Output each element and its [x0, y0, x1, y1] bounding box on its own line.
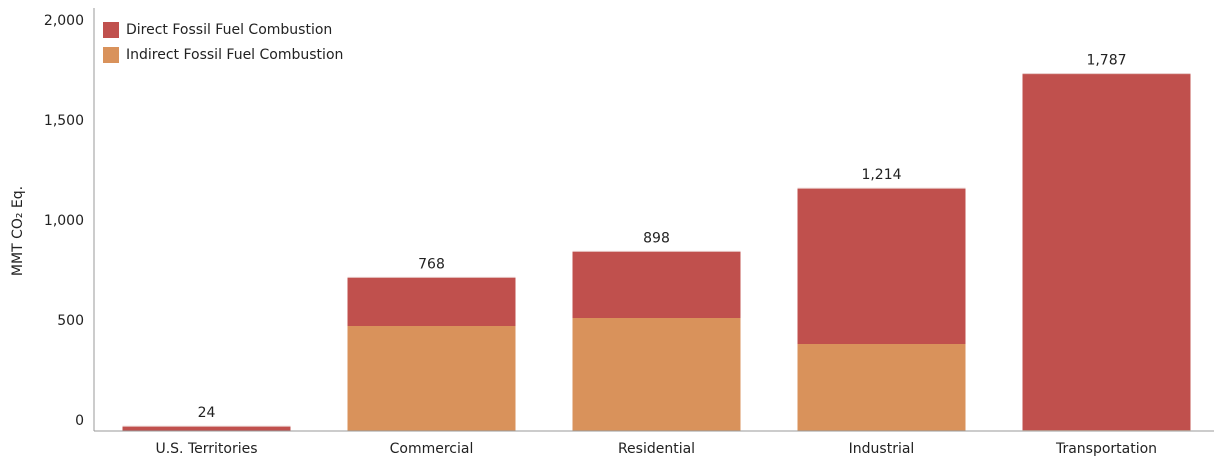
y-tick-label: 0	[75, 413, 84, 429]
bar-segment	[572, 251, 741, 318]
total-label: 768	[418, 256, 445, 272]
y-tick-label: 2,000	[44, 13, 84, 29]
bar-segment	[1022, 73, 1191, 431]
legend-label: Indirect Fossil Fuel Combustion	[126, 47, 343, 63]
total-label: 898	[643, 230, 670, 246]
bar-segment	[347, 277, 516, 326]
y-tick-label: 500	[57, 313, 84, 329]
y-axis-label: MMT CO₂ Eq.	[10, 186, 26, 276]
x-tick-label: Residential	[618, 441, 695, 457]
y-tick-label: 1,500	[44, 113, 84, 129]
total-label: 1,214	[861, 167, 901, 183]
y-tick-label: 1,000	[44, 213, 84, 229]
x-tick-label: U.S. Territories	[155, 441, 257, 457]
x-tick-label: Industrial	[849, 441, 915, 457]
x-tick-label: Transportation	[1055, 441, 1157, 457]
bar-segment	[347, 326, 516, 431]
total-label: 1,787	[1086, 53, 1126, 69]
bar-segment	[797, 344, 966, 431]
bar-segment	[797, 188, 966, 344]
legend-label: Direct Fossil Fuel Combustion	[126, 22, 332, 38]
legend-swatch	[103, 47, 119, 63]
x-tick-label: Commercial	[390, 441, 474, 457]
bar-segment	[122, 426, 291, 431]
bar-segment	[572, 318, 741, 431]
total-label: 24	[198, 405, 216, 421]
legend-swatch	[103, 22, 119, 38]
